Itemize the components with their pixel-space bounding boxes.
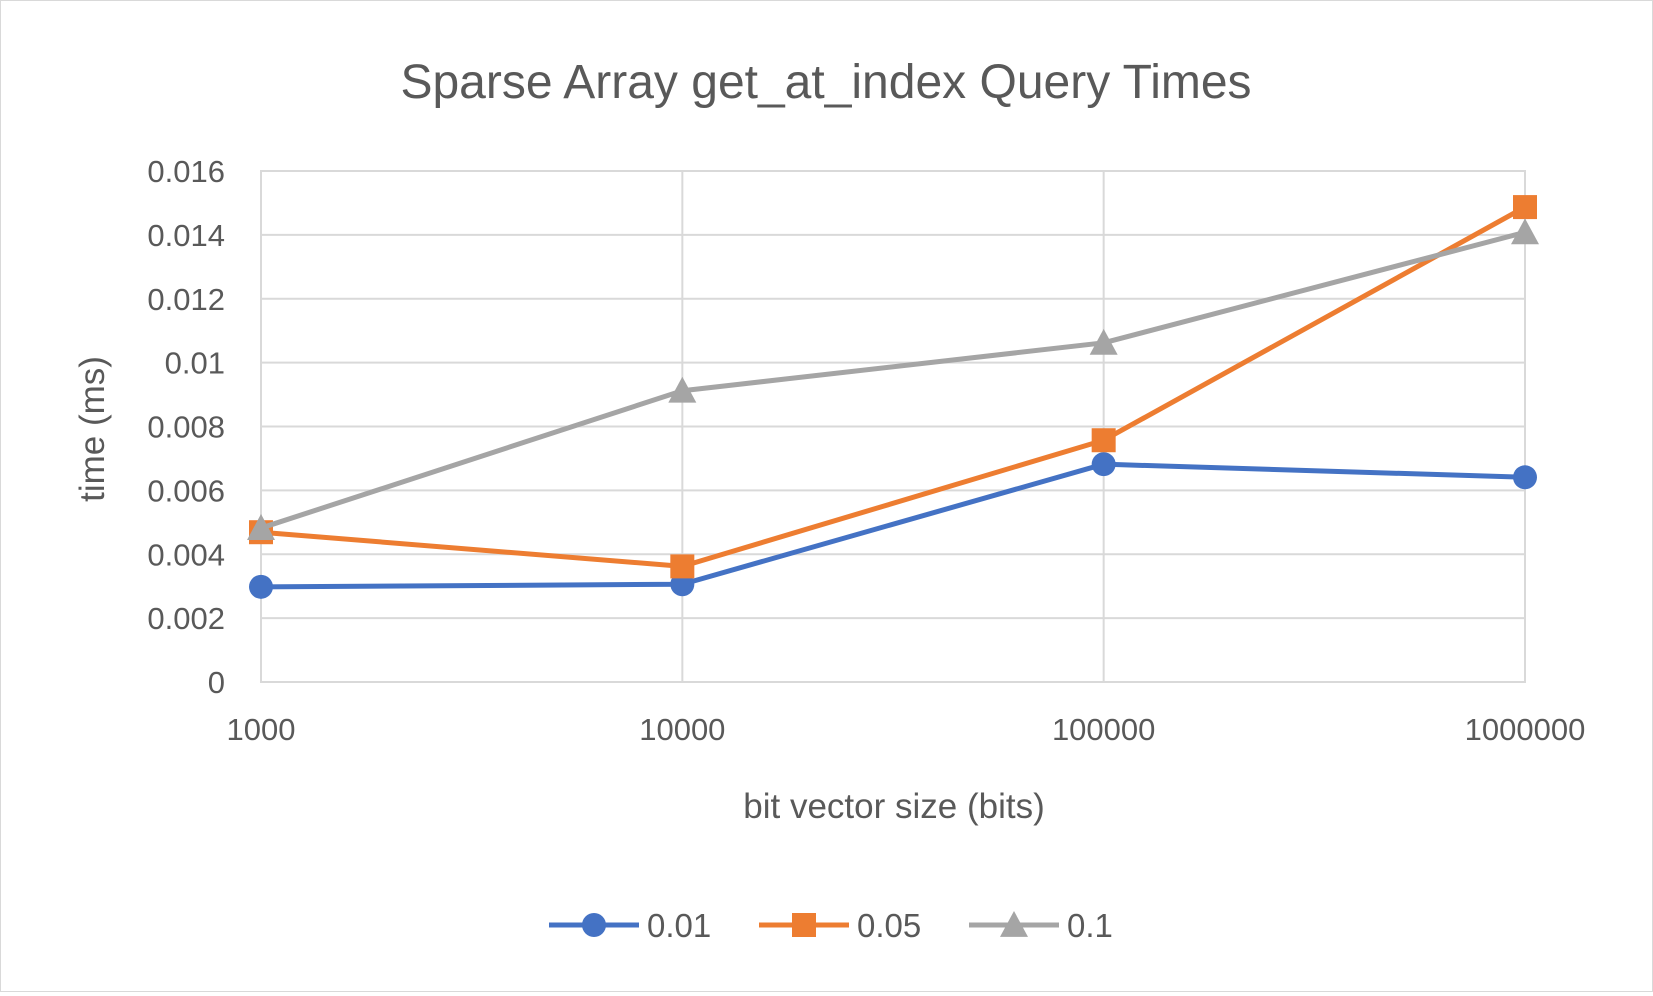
y-tick-label: 0.008 [147, 410, 225, 445]
data-point-square [1513, 195, 1537, 220]
y-axis-title: time (ms) [73, 356, 112, 502]
series-layer [247, 195, 1539, 599]
data-point-circle [1091, 452, 1116, 477]
legend-marker-square [792, 913, 816, 937]
legend-item: 0.05 [759, 907, 921, 944]
series-line [258, 229, 1528, 531]
legend-label: 0.1 [1067, 907, 1113, 944]
chart-title: Sparse Array get_at_index Query Times [400, 56, 1251, 109]
gridlines [260, 170, 1526, 683]
data-point-triangle [1511, 218, 1539, 245]
y-tick-label: 0.012 [147, 282, 225, 317]
series-0.1 [247, 218, 1539, 540]
legend-label: 0.05 [857, 907, 921, 944]
legend: 0.01 0.05 0.1 [549, 907, 1113, 944]
legend-item: 0.01 [549, 907, 711, 944]
x-axis-tick-labels: 1000 10000 100000 1000000 [227, 712, 1586, 747]
series-0.05 [249, 195, 1537, 579]
data-point-triangle [668, 376, 697, 403]
y-tick-label: 0.006 [147, 473, 225, 508]
legend-marker-triangle [1000, 911, 1028, 937]
y-tick-label: 0.004 [147, 537, 225, 572]
legend-item: 0.1 [969, 907, 1113, 944]
y-axis-tick-labels: 0 0.002 0.004 0.006 0.008 0.01 0.012 0.014 0.016 [147, 154, 225, 700]
y-tick-label: 0.002 [147, 601, 225, 636]
legend-label: 0.01 [647, 907, 711, 944]
y-tick-label: 0.014 [147, 218, 225, 253]
y-tick-label: 0.016 [147, 154, 225, 189]
plot-area [260, 170, 1526, 683]
series-line [258, 204, 1528, 569]
legend-marker-circle [582, 913, 606, 937]
data-point-triangle [1089, 328, 1118, 355]
y-tick-label: 0.01 [165, 346, 225, 381]
data-point-circle [1513, 465, 1537, 490]
x-axis-title: bit vector size (bits) [743, 787, 1044, 826]
x-tick-label: 1000 [227, 712, 296, 747]
data-point-triangle [247, 514, 275, 540]
series-0.01 [249, 452, 1537, 599]
y-tick-label: 0 [208, 665, 225, 700]
series-line [258, 461, 1528, 590]
x-tick-label: 1000000 [1465, 712, 1586, 747]
data-point-circle [249, 574, 273, 599]
data-point-square [670, 554, 695, 579]
x-tick-label: 10000 [639, 712, 725, 747]
data-point-square [1091, 428, 1116, 453]
x-tick-label: 100000 [1052, 712, 1155, 747]
